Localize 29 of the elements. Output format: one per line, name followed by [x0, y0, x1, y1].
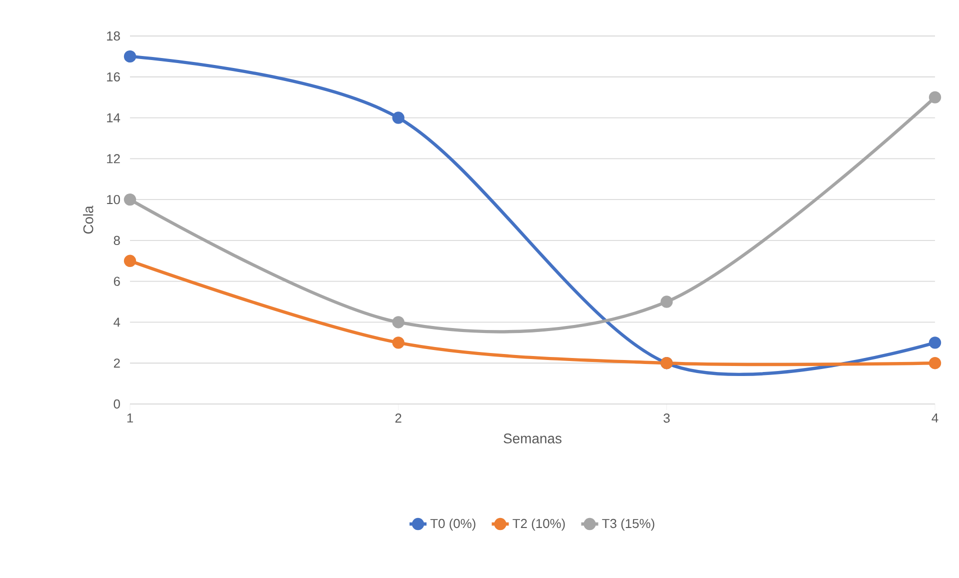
x-tick-label: 3: [664, 414, 670, 423]
y-tick-label: 4: [114, 318, 120, 327]
point: [928, 336, 942, 349]
y-tick-label: 16: [107, 72, 120, 82]
y-tick-label: 12: [107, 154, 120, 164]
point: [392, 112, 404, 124]
point: [660, 296, 673, 308]
point: [124, 50, 136, 63]
x-tick-label: 2: [395, 414, 402, 423]
point: [392, 336, 404, 349]
x-tick-label: 4: [932, 414, 938, 422]
point: [392, 316, 404, 328]
y-tick-label: 2: [114, 358, 120, 368]
y-tick-label: 10: [107, 194, 120, 204]
y-axis-title: Cola: [82, 206, 94, 234]
point: [124, 254, 136, 267]
legend-label: T0 (0%): [430, 518, 476, 531]
y-tick-label: 0: [114, 399, 120, 409]
y-tick-label: 14: [107, 113, 120, 122]
legend-label: T2 (10%): [512, 518, 565, 531]
y-tick-label: 6: [114, 276, 120, 286]
y-tick-label: 8: [114, 236, 120, 246]
legend-label: T3 (15%): [602, 518, 654, 531]
point: [928, 91, 942, 104]
point: [124, 193, 136, 206]
point: [928, 357, 942, 370]
y-tick-label: 18: [107, 31, 120, 41]
x-axis-title: Semanas: [504, 434, 562, 444]
x-tick-label: 1: [127, 414, 133, 422]
